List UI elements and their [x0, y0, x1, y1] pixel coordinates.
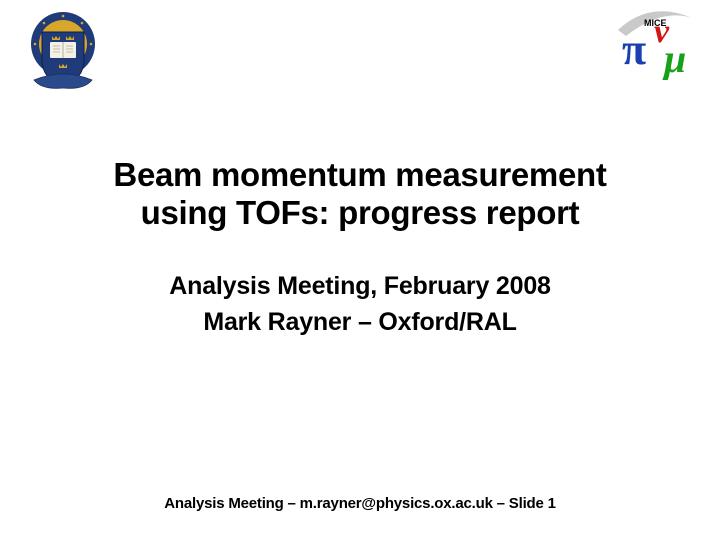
- mice-label: MICE: [644, 18, 667, 28]
- svg-text:μ: μ: [662, 36, 686, 80]
- slide-subtitle: Analysis Meeting, February 2008 Mark Ray…: [0, 268, 720, 341]
- svg-text:π: π: [622, 25, 646, 74]
- slide: π ν μ MICE Beam momentum measurement usi…: [0, 0, 720, 540]
- slide-title: Beam momentum measurement using TOFs: pr…: [0, 156, 720, 232]
- subtitle-line-1: Analysis Meeting, February 2008: [0, 268, 720, 304]
- mice-logo-icon: π ν μ MICE: [612, 6, 702, 80]
- slide-footer: Analysis Meeting – m.rayner@physics.ox.a…: [0, 495, 720, 512]
- subtitle-line-2: Mark Rayner – Oxford/RAL: [0, 304, 720, 340]
- oxford-crest-icon: [24, 8, 102, 98]
- title-line-1: Beam momentum measurement: [0, 156, 720, 194]
- title-line-2: using TOFs: progress report: [0, 194, 720, 232]
- footer-text: Analysis Meeting – m.rayner@physics.ox.a…: [164, 495, 556, 512]
